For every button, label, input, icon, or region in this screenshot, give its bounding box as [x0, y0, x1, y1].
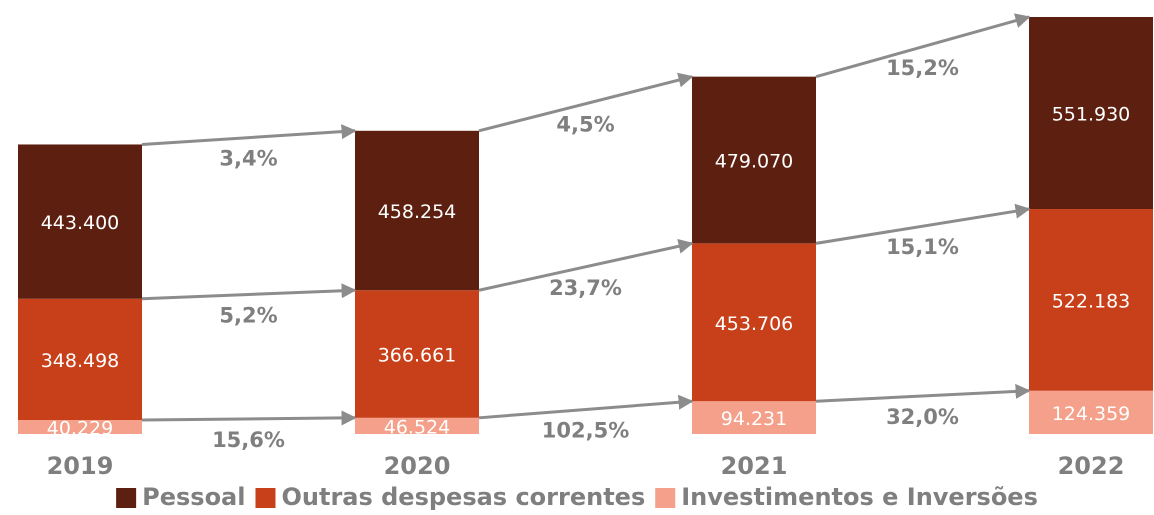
growth-label: 15,2% — [886, 56, 959, 80]
legend-label: Outras despesas correntes — [281, 483, 645, 511]
bar-segment — [1029, 209, 1153, 391]
x-tick-label: 2020 — [384, 452, 451, 480]
bar-segment — [692, 401, 816, 434]
bar-segment — [692, 76, 816, 244]
bar-segment — [18, 420, 142, 434]
growth-label: 5,2% — [219, 303, 277, 327]
legend-label: Investimentos e Inversões — [681, 483, 1038, 511]
growth-arrow — [478, 394, 694, 420]
bar-segment — [18, 144, 142, 299]
value-label: 124.359 — [1052, 403, 1131, 425]
bar-segment — [355, 130, 479, 291]
x-tick-label: 2019 — [47, 452, 114, 480]
value-label: 46.524 — [384, 416, 450, 438]
growth-label: 32,0% — [886, 405, 959, 429]
bar-segment — [1029, 390, 1153, 434]
growth-arrow — [141, 410, 357, 426]
growth-arrow — [815, 383, 1031, 403]
growth-arrow — [815, 203, 1031, 245]
growth-arrow — [478, 238, 694, 292]
x-tick-label: 2022 — [1058, 452, 1125, 480]
growth-label: 4,5% — [556, 113, 614, 137]
bar-segment — [355, 417, 479, 434]
growth-label: 15,6% — [212, 428, 285, 452]
value-label: 479.070 — [715, 151, 794, 173]
growth-arrow — [141, 124, 357, 146]
growth-label: 3,4% — [219, 147, 277, 171]
bar-segment — [355, 290, 479, 418]
bar-segment — [692, 243, 816, 402]
value-label: 40.229 — [47, 418, 113, 440]
legend-swatch — [255, 488, 276, 508]
bar-segment — [18, 298, 142, 421]
bar-segment — [1029, 17, 1153, 210]
value-label: 522.183 — [1052, 290, 1131, 312]
growth-arrow — [815, 13, 1031, 79]
legend-label: Pessoal — [142, 483, 245, 511]
value-label: 551.930 — [1052, 104, 1131, 126]
value-label: 458.254 — [378, 201, 457, 223]
value-label: 348.498 — [41, 350, 120, 372]
growth-arrow — [478, 72, 694, 133]
value-label: 94.231 — [721, 408, 787, 430]
legend-swatch — [655, 488, 676, 508]
growth-arrow — [141, 283, 357, 301]
growth-label: 102,5% — [542, 419, 629, 443]
x-tick-label: 2021 — [721, 452, 788, 480]
value-label: 443.400 — [41, 212, 120, 234]
legend-swatch — [116, 488, 137, 508]
growth-label: 23,7% — [549, 276, 622, 300]
value-label: 366.661 — [378, 345, 457, 367]
value-label: 453.706 — [715, 313, 794, 335]
growth-label: 15,1% — [886, 235, 959, 259]
